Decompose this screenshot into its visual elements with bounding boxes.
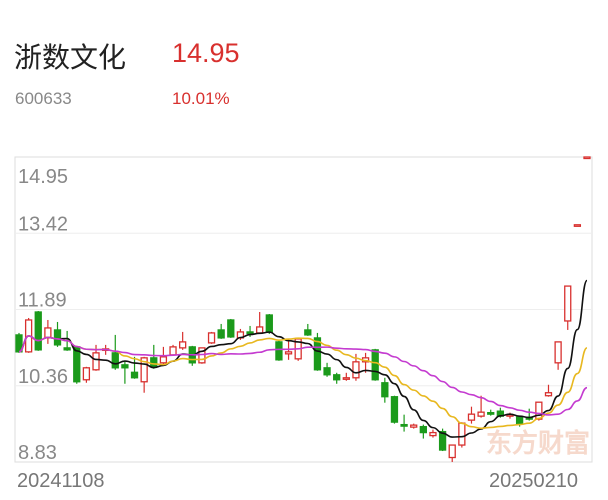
- y-tick-label: 8.83: [18, 442, 57, 464]
- candle-down: [73, 346, 81, 383]
- candle-up: [342, 377, 350, 380]
- candle-down: [381, 382, 389, 398]
- candle-down: [304, 329, 312, 336]
- candle-down: [515, 416, 524, 425]
- candle-up: [448, 444, 456, 459]
- candle-up: [564, 285, 572, 322]
- candle-up: [573, 224, 582, 227]
- change-percent: 10.01%: [172, 89, 230, 108]
- candle-up: [82, 367, 91, 381]
- candle-down: [246, 331, 254, 335]
- candle-down: [313, 337, 322, 371]
- candle-up: [256, 326, 264, 334]
- candle-down: [63, 347, 71, 351]
- candle-down: [217, 329, 225, 339]
- candle-up: [179, 341, 187, 349]
- candle-up: [554, 341, 562, 364]
- stock-code: 600633: [15, 89, 72, 108]
- candle-up: [169, 346, 177, 356]
- candle-up: [535, 401, 543, 420]
- candle-up: [352, 361, 360, 379]
- candle-up: [544, 392, 553, 397]
- candle-down: [53, 329, 62, 346]
- candle-up: [140, 357, 148, 383]
- candle-down: [390, 396, 399, 423]
- candle-down: [438, 430, 447, 451]
- candle-down: [323, 367, 331, 376]
- candle-up: [92, 352, 100, 371]
- candle-up: [458, 422, 466, 446]
- candle-up: [467, 413, 476, 421]
- stock-price: 14.95: [172, 38, 240, 68]
- candle-up: [207, 332, 216, 344]
- watermark: 东方财富: [486, 428, 590, 459]
- candle-up: [410, 424, 418, 428]
- candle-down: [150, 357, 158, 368]
- candle-down: [400, 423, 408, 427]
- candle-down: [487, 412, 495, 415]
- y-tick-label: 10.36: [18, 366, 68, 388]
- candle-up: [477, 411, 485, 417]
- candle-up: [284, 351, 293, 355]
- y-tick-label: 11.89: [18, 290, 67, 312]
- candle-down: [333, 374, 341, 381]
- candle-down: [265, 314, 273, 333]
- y-tick-label: 14.95: [18, 166, 68, 188]
- x-label-end: 20250210: [489, 470, 578, 492]
- candle-down: [34, 311, 42, 351]
- x-label-start: 20241108: [17, 470, 105, 492]
- candle-up: [44, 327, 52, 339]
- candle-down: [275, 341, 283, 361]
- candle-down: [121, 364, 129, 369]
- candle-up: [429, 431, 437, 437]
- candle-up: [583, 156, 591, 160]
- candle-down: [111, 352, 119, 369]
- ma20-line: [18, 335, 588, 416]
- candle-down: [371, 349, 379, 381]
- candle-up: [159, 356, 168, 364]
- candle-down: [130, 371, 139, 379]
- stock-name: 浙数文化: [14, 41, 127, 74]
- ma5-line: [18, 279, 588, 438]
- candle-down: [419, 425, 427, 434]
- candle-down: [227, 319, 235, 338]
- y-tick-label: 13.42: [18, 213, 68, 235]
